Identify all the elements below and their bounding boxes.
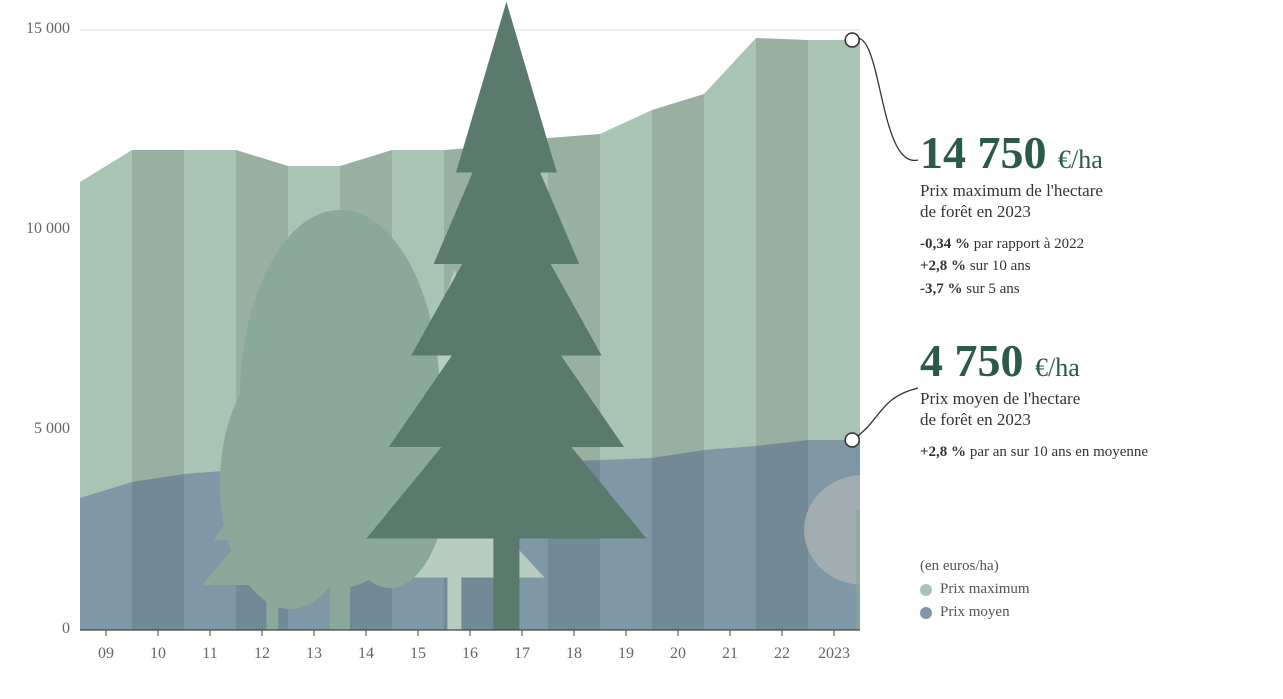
legend: (en euros/ha) Prix maximum Prix moyen — [920, 558, 1030, 621]
legend-label: Prix moyen — [940, 604, 1010, 621]
legend-caption: (en euros/ha) — [920, 558, 1030, 575]
max-value: 14 750 €/ha — [920, 130, 1270, 176]
y-tick-label: 10 000 — [10, 220, 70, 238]
moyen-subtitle: Prix moyen de l'hectarede forêt en 2023 — [920, 388, 1270, 431]
chart-svg — [80, 0, 860, 660]
legend-row: Prix moyen — [920, 604, 1030, 621]
callout-moyen: 4 750 €/ha Prix moyen de l'hectarede for… — [920, 338, 1270, 463]
callouts: 14 750 €/ha Prix maximum de l'hectarede … — [920, 130, 1270, 463]
chart-area — [80, 0, 860, 660]
max-subtitle: Prix maximum de l'hectarede forêt en 202… — [920, 180, 1270, 223]
y-tick-label: 0 — [10, 620, 70, 638]
legend-swatch — [920, 607, 932, 619]
moyen-stats: +2,8 % par an sur 10 ans en moyenne — [920, 441, 1270, 464]
stat-line: -3,7 % sur 5 ans — [920, 278, 1270, 301]
y-tick-label: 5 000 — [10, 420, 70, 438]
moyen-value: 4 750 €/ha — [920, 338, 1270, 384]
y-tick-label: 15 000 — [10, 20, 70, 38]
stat-line: -0,34 % par rapport à 2022 — [920, 233, 1270, 256]
stat-line: +2,8 % par an sur 10 ans en moyenne — [920, 441, 1270, 464]
infographic: 05 00010 00015 000 091011121314151617181… — [0, 0, 1283, 699]
callout-max: 14 750 €/ha Prix maximum de l'hectarede … — [920, 130, 1270, 300]
stat-line: +2,8 % sur 10 ans — [920, 255, 1270, 278]
legend-swatch — [920, 584, 932, 596]
max-stats: -0,34 % par rapport à 2022+2,8 % sur 10 … — [920, 233, 1270, 301]
legend-row: Prix maximum — [920, 581, 1030, 598]
legend-label: Prix maximum — [940, 581, 1030, 598]
